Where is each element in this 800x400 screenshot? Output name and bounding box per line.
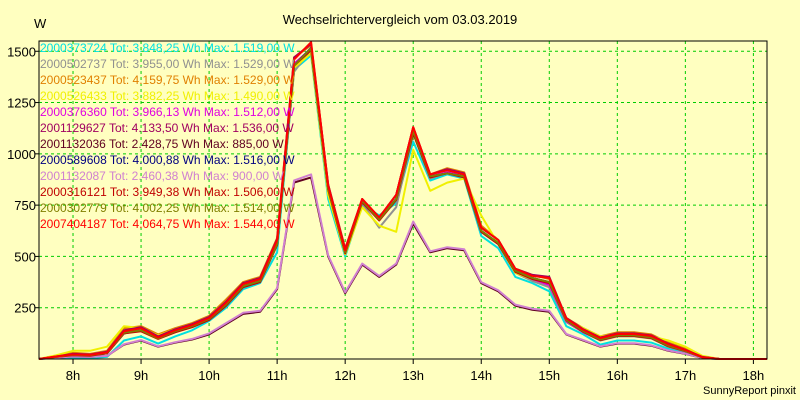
legend-entry: 2000526433 Tot: 3.882,25 Wh Max: 1.490,0…	[40, 89, 295, 103]
y-tick-label: 1000	[7, 147, 36, 162]
series-line	[38, 41, 767, 360]
legend-entry: 2000589608 Tot: 4.000,88 Wh Max: 1.516,0…	[40, 153, 295, 167]
series-line	[38, 173, 767, 360]
legend-entry: 2001132087 Tot: 2.460,38 Wh Max: 900,00 …	[40, 169, 284, 183]
legend-entry: 2000373724 Tot: 3.848,25 Wh Max: 1.519,0…	[40, 41, 295, 55]
x-tick-label: 18h	[743, 368, 765, 383]
legend-entry: 2001129627 Tot: 4.133,50 Wh Max: 1.536,0…	[40, 121, 294, 135]
y-tick-label: 750	[14, 198, 36, 213]
x-tick-label: 14h	[470, 368, 492, 383]
x-tick-label: 15h	[538, 368, 560, 383]
legend-entry: 2000523437 Tot: 4.159,75 Wh Max: 1.529,0…	[40, 73, 295, 87]
plot-frame	[38, 40, 768, 360]
legend-entry: 2000502737 Tot: 3.955,00 Wh Max: 1.529,0…	[40, 57, 295, 71]
x-tick-label: 13h	[402, 368, 424, 383]
legend: 2000373724 Tot: 3.848,25 Wh Max: 1.519,0…	[40, 41, 295, 231]
grid-lines	[39, 41, 767, 359]
chart-title: Wechselrichtervergleich vom 03.03.2019	[283, 12, 518, 27]
x-tick-label: 12h	[334, 368, 356, 383]
legend-entry: 2000376360 Tot: 3.966,13 Wh Max: 1.512,0…	[40, 105, 295, 119]
x-tick-label: 11h	[267, 368, 288, 383]
x-tick-label: 16h	[606, 368, 628, 383]
legend-entry: 2000316121 Tot: 3.949,38 Wh Max: 1.506,0…	[40, 185, 295, 199]
x-tick-label: 8h	[66, 368, 80, 383]
footer-note: SunnyReport pinxit	[703, 385, 796, 397]
x-tick-label: 17h	[675, 368, 697, 383]
series-lines	[38, 41, 767, 360]
legend-entry: 2001132036 Tot: 2.428,75 Wh Max: 885,00 …	[40, 137, 284, 151]
y-tick-label: 250	[14, 301, 36, 316]
y-tick-label: 500	[14, 249, 36, 264]
axis-ticks: 8h 9h 10h 11h 12h 13h 14h 15h 16h 17h 18h 250 500 750…	[7, 44, 764, 383]
y-tick-label: 1500	[7, 44, 36, 59]
legend-entry: 2000302779 Tot: 4.002,25 Wh Max: 1.514,0…	[40, 201, 295, 215]
legend-entry: 2007404187 Tot: 4.064,75 Wh Max: 1.544,0…	[40, 217, 295, 231]
x-tick-label: 10h	[198, 368, 220, 383]
y-tick-label: 1250	[7, 96, 36, 111]
y-axis-label: W	[34, 16, 47, 31]
x-tick-label: 9h	[134, 368, 148, 383]
